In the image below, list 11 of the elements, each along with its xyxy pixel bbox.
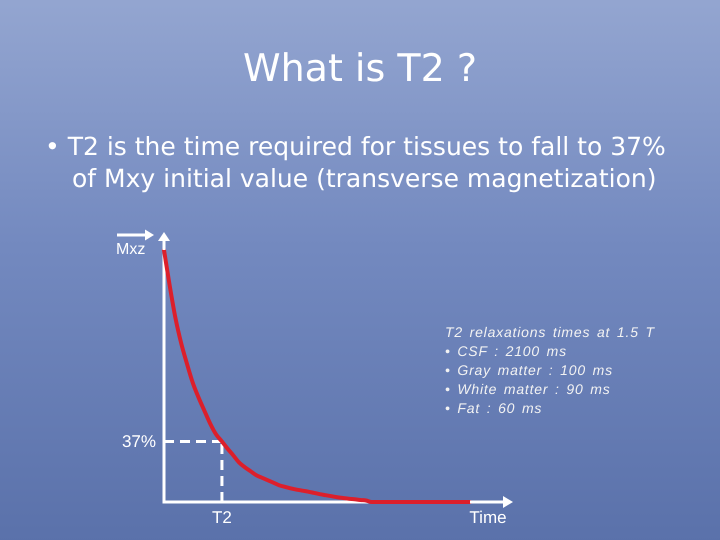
x-axis-title: Time: [468, 508, 508, 528]
chart-title: What is T2 ?: [242, 45, 478, 92]
annotation: • Fat : 60 ms: [445, 399, 544, 418]
y-axis-title: Mxz: [116, 241, 146, 259]
text: 37%: [122, 432, 156, 452]
text: T2: [211, 508, 233, 528]
annotation: T2 relaxations times at 1.5 T: [445, 323, 656, 342]
annotation: • Gray matter : 100 ms: [445, 361, 614, 380]
annotation: • CSF : 2100 ms: [445, 342, 568, 361]
annotation: • White matter : 90 ms: [445, 380, 612, 399]
chart-subtitle: • T2 is the time required for tissues to fall to 37% of Mxy initial value (transverse magnetization): [45, 131, 667, 195]
